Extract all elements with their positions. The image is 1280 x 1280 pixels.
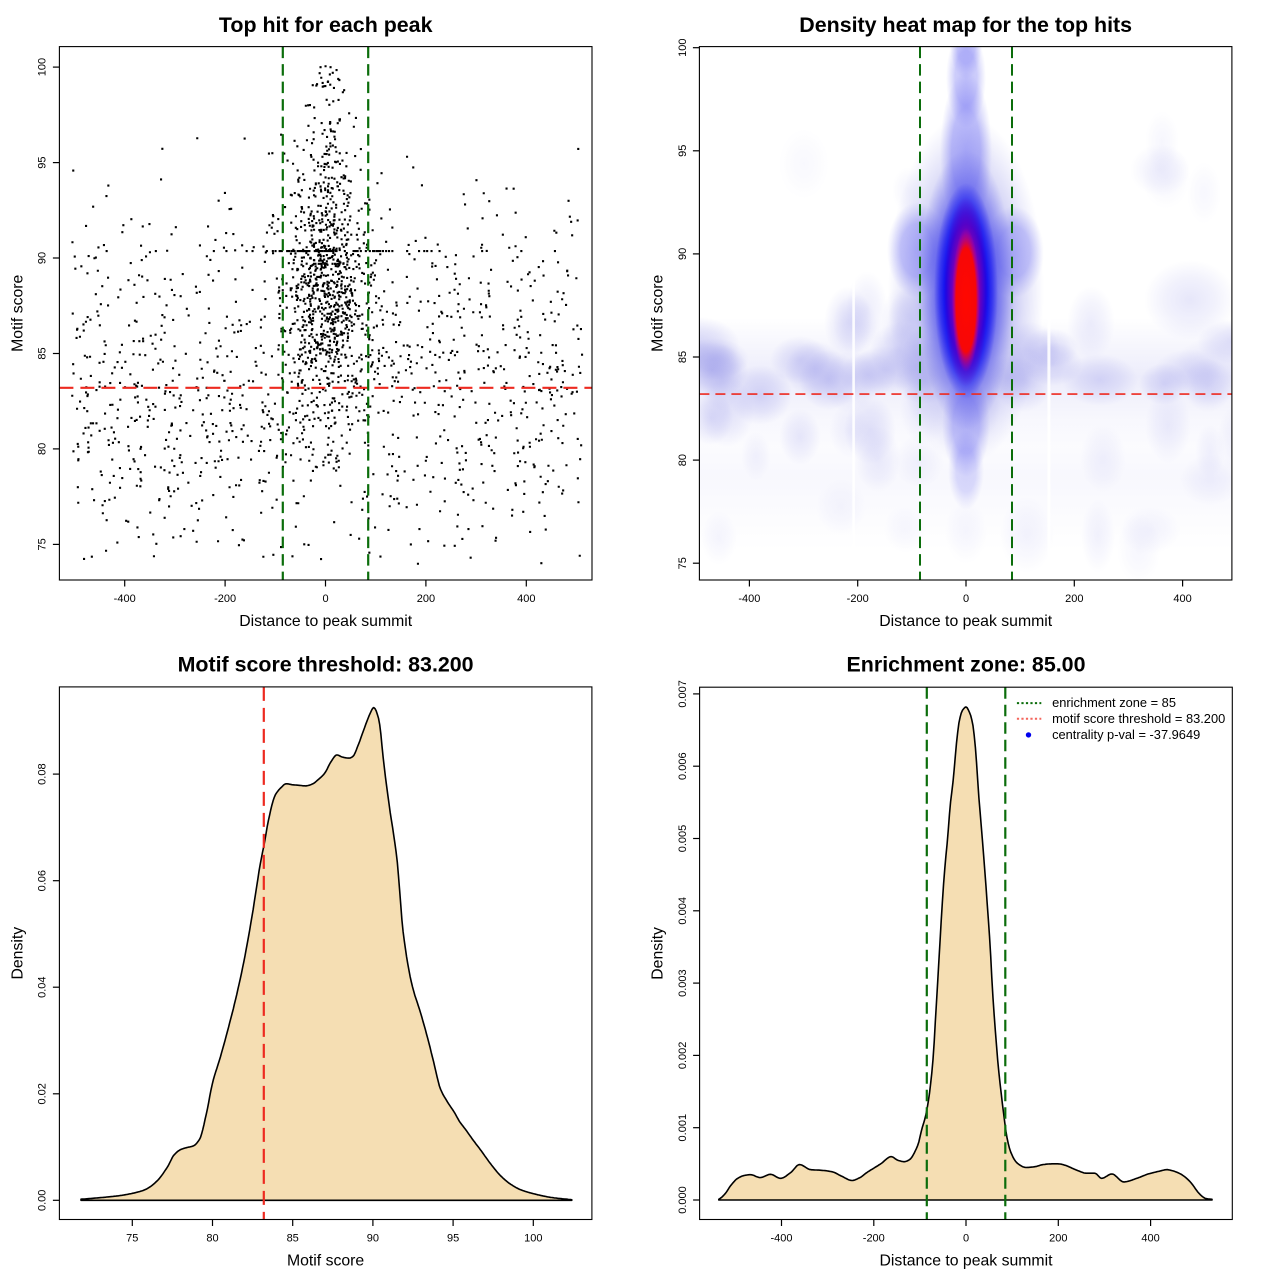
svg-text:Density heat map for the top h: Density heat map for the top hits: [799, 13, 1132, 37]
svg-text:Top hit for each peak: Top hit for each peak: [219, 13, 433, 37]
svg-text:Motif score: Motif score: [649, 274, 666, 351]
svg-text:Distance to peak summit: Distance to peak summit: [880, 1253, 1054, 1270]
svg-text:0.005: 0.005: [677, 825, 689, 853]
svg-text:0.06: 0.06: [37, 870, 49, 891]
svg-text:0.006: 0.006: [677, 752, 689, 780]
svg-text:Motif score threshold: 83.200: Motif score threshold: 83.200: [178, 653, 474, 677]
svg-text:90: 90: [367, 1233, 379, 1245]
svg-text:-400: -400: [738, 593, 760, 605]
svg-text:75: 75: [126, 1233, 138, 1245]
svg-text:90: 90: [37, 252, 49, 264]
svg-text:0.04: 0.04: [37, 976, 49, 997]
svg-text:0: 0: [963, 593, 969, 605]
svg-text:-200: -200: [863, 1233, 885, 1245]
svg-text:85: 85: [287, 1233, 299, 1245]
svg-text:enrichment zone = 85: enrichment zone = 85: [1052, 695, 1176, 710]
svg-text:0.001: 0.001: [677, 1114, 689, 1142]
svg-text:80: 80: [37, 443, 49, 455]
svg-text:0.004: 0.004: [677, 897, 689, 925]
svg-text:Enrichment zone: 85.00: Enrichment zone: 85.00: [847, 653, 1086, 677]
svg-text:400: 400: [1173, 593, 1191, 605]
svg-text:-200: -200: [847, 593, 869, 605]
svg-text:400: 400: [517, 593, 535, 605]
svg-text:85: 85: [677, 351, 689, 363]
svg-text:200: 200: [1065, 593, 1083, 605]
svg-text:0.007: 0.007: [677, 680, 689, 708]
svg-text:200: 200: [417, 593, 435, 605]
svg-text:0: 0: [322, 593, 328, 605]
svg-text:0: 0: [963, 1233, 969, 1245]
svg-text:Motif score: Motif score: [287, 1253, 364, 1270]
svg-text:Motif score: Motif score: [9, 274, 26, 351]
svg-text:centrality p-val = -37.9649: centrality p-val = -37.9649: [1052, 727, 1200, 742]
svg-text:motif score threshold = 83.200: motif score threshold = 83.200: [1052, 711, 1225, 726]
svg-text:95: 95: [37, 156, 49, 168]
svg-text:80: 80: [677, 454, 689, 466]
svg-text:80: 80: [206, 1233, 218, 1245]
svg-text:75: 75: [677, 557, 689, 569]
svg-text:Distance to peak summit: Distance to peak summit: [239, 613, 413, 630]
svg-text:0.000: 0.000: [677, 1186, 689, 1214]
svg-text:75: 75: [37, 538, 49, 550]
svg-text:-400: -400: [114, 593, 136, 605]
svg-text:0.003: 0.003: [677, 969, 689, 997]
svg-text:0.00: 0.00: [37, 1190, 49, 1211]
svg-text:200: 200: [1049, 1233, 1067, 1245]
svg-text:Density: Density: [9, 927, 26, 980]
svg-text:Density: Density: [649, 927, 666, 980]
svg-text:100: 100: [677, 39, 689, 57]
svg-text:90: 90: [677, 248, 689, 260]
svg-text:0.08: 0.08: [37, 763, 49, 784]
svg-text:95: 95: [447, 1233, 459, 1245]
svg-text:-400: -400: [770, 1233, 792, 1245]
svg-text:-200: -200: [214, 593, 236, 605]
svg-text:400: 400: [1141, 1233, 1159, 1245]
svg-text:Distance to peak summit: Distance to peak summit: [879, 613, 1053, 630]
svg-text:85: 85: [37, 347, 49, 359]
svg-text:100: 100: [524, 1233, 542, 1245]
svg-text:100: 100: [37, 58, 49, 76]
svg-text:0.002: 0.002: [677, 1042, 689, 1070]
svg-text:95: 95: [677, 145, 689, 157]
svg-text:0.02: 0.02: [37, 1083, 49, 1104]
